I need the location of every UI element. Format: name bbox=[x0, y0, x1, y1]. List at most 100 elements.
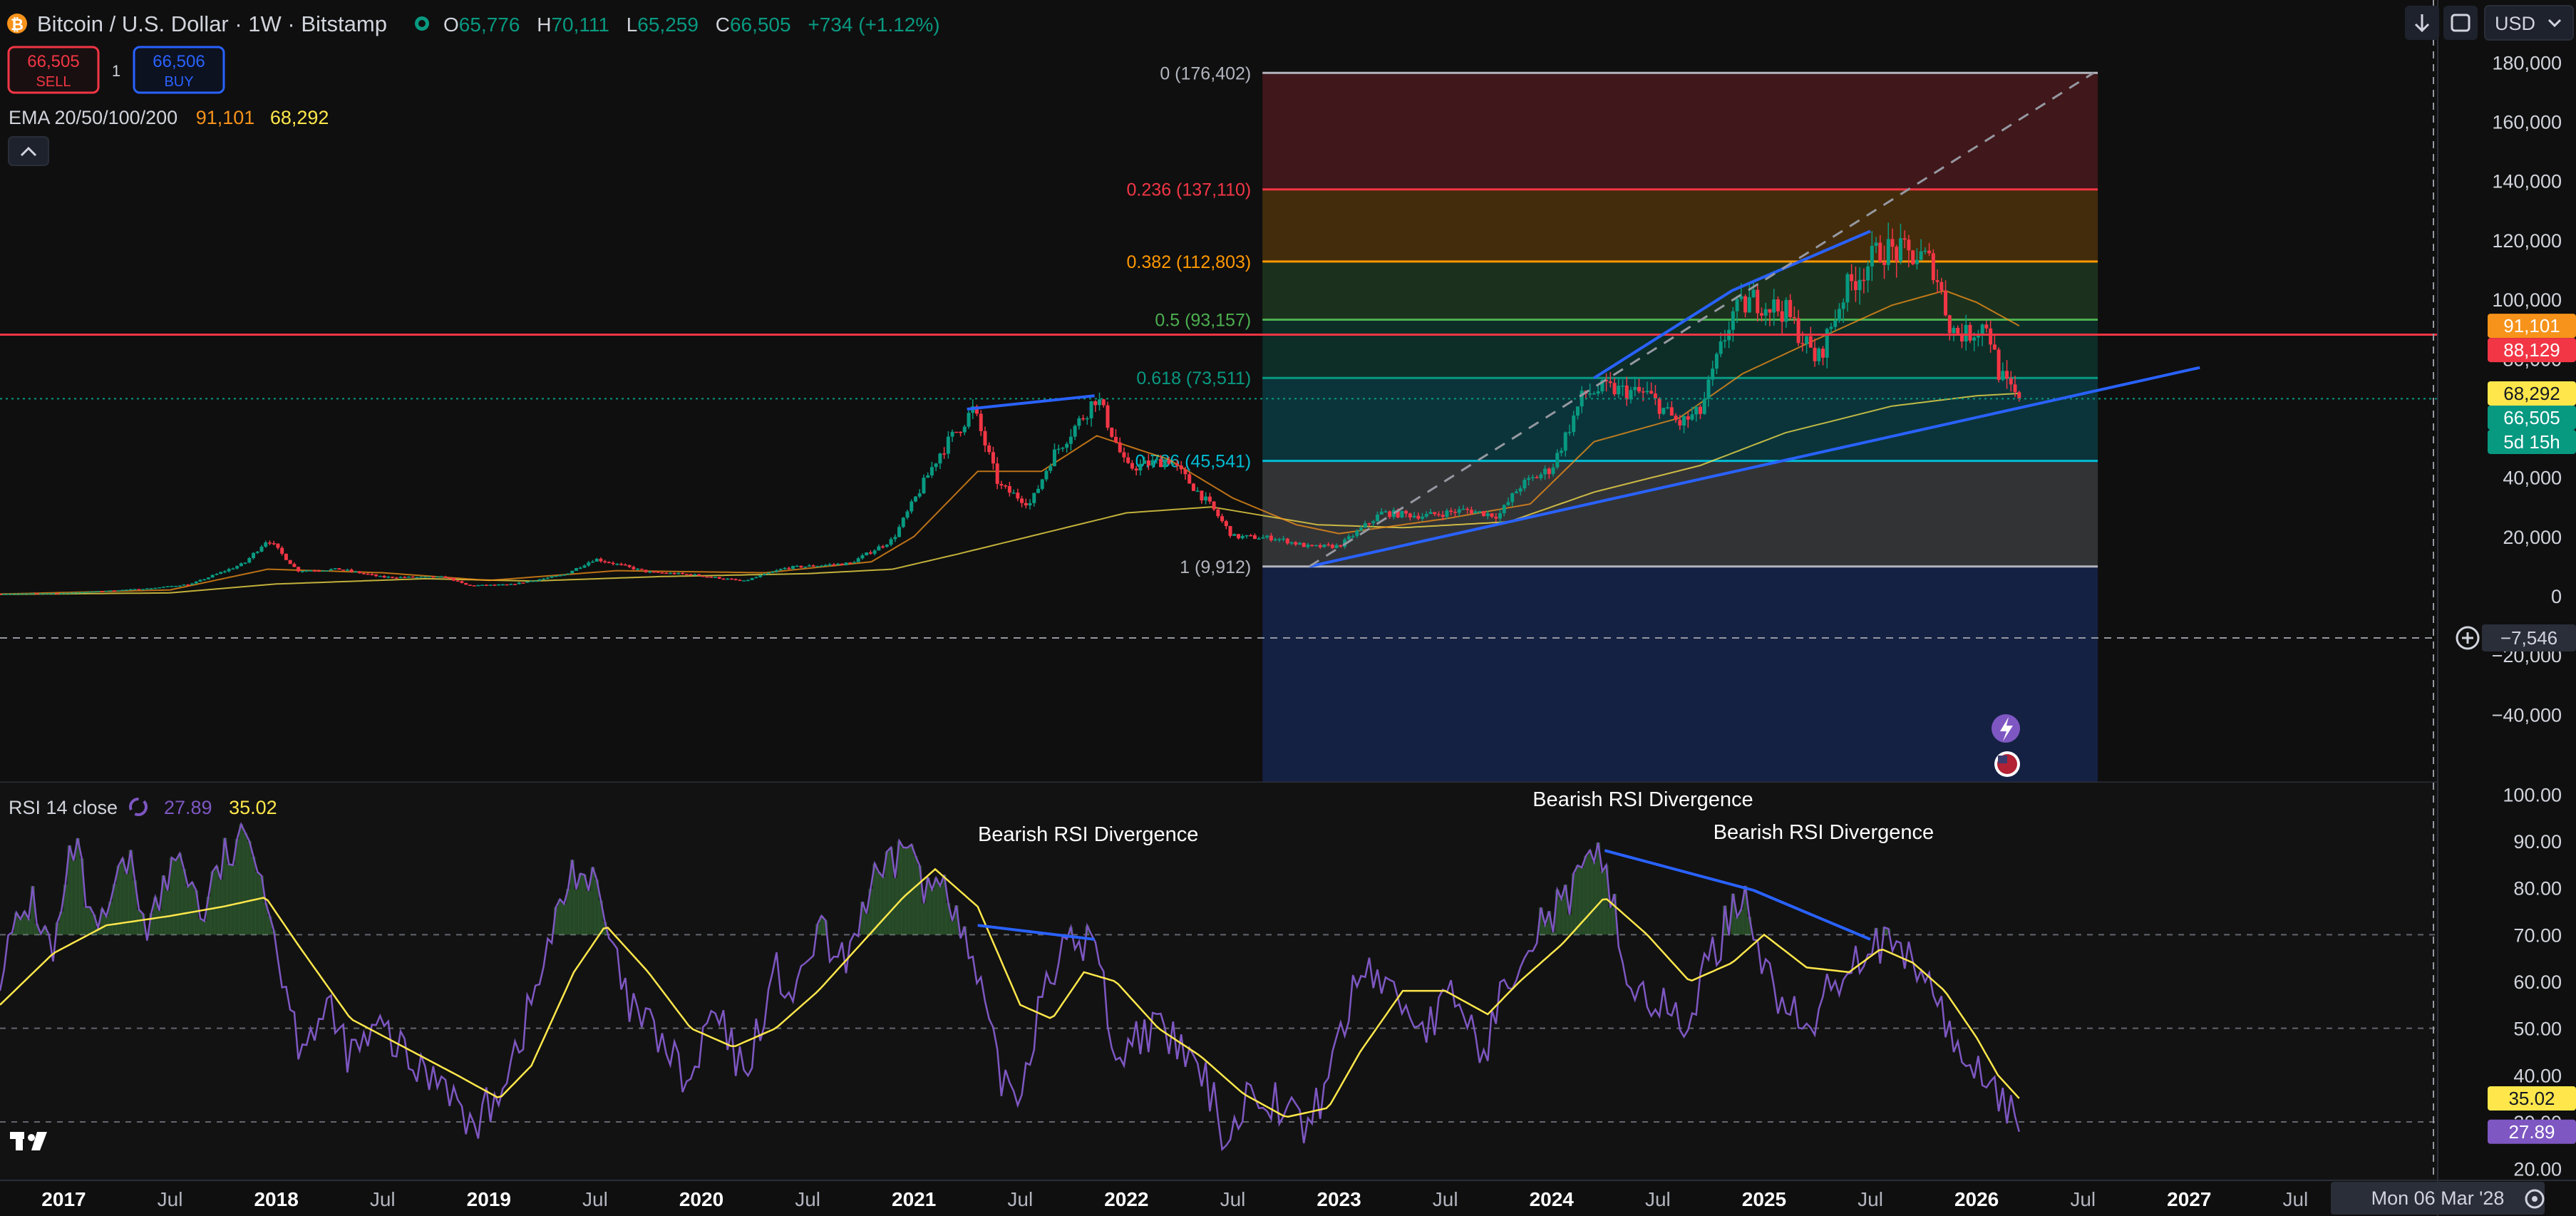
candle-body[interactable] bbox=[656, 572, 660, 573]
candle-body[interactable] bbox=[1551, 467, 1555, 474]
candle-body[interactable] bbox=[267, 542, 272, 544]
candle-body[interactable] bbox=[284, 553, 288, 560]
candle-body[interactable] bbox=[1780, 311, 1784, 322]
candle-body[interactable] bbox=[1845, 274, 1850, 303]
candle-body[interactable] bbox=[1947, 315, 1952, 334]
candle-body[interactable] bbox=[464, 582, 468, 585]
candle-body[interactable] bbox=[300, 571, 304, 572]
candle-body[interactable] bbox=[1421, 516, 1425, 519]
candle-body[interactable] bbox=[987, 445, 991, 453]
candle-body[interactable] bbox=[182, 584, 186, 586]
candle-body[interactable] bbox=[1445, 510, 1449, 517]
replay-button-frame[interactable] bbox=[2443, 6, 2478, 40]
candle-body[interactable] bbox=[341, 570, 346, 571]
candle-body[interactable] bbox=[382, 575, 386, 578]
candle-body[interactable] bbox=[807, 565, 811, 567]
candle-body[interactable] bbox=[104, 590, 108, 592]
candle-body[interactable] bbox=[562, 574, 566, 576]
candle-body[interactable] bbox=[493, 584, 497, 586]
candle-body[interactable] bbox=[672, 572, 676, 574]
candle-body[interactable] bbox=[51, 593, 56, 594]
candle-body[interactable] bbox=[566, 573, 570, 575]
candle-body[interactable] bbox=[1686, 416, 1690, 420]
candle-body[interactable] bbox=[1817, 349, 1821, 361]
candle-body[interactable] bbox=[247, 557, 252, 563]
candle-body[interactable] bbox=[1751, 289, 1756, 297]
candle-body[interactable] bbox=[1506, 502, 1510, 505]
candle-body[interactable] bbox=[1510, 493, 1515, 503]
rsi-pane[interactable]: Bearish RSI Divergence Bearish RSI Diverg… bbox=[0, 788, 2438, 1152]
candle-body[interactable] bbox=[0, 594, 2, 595]
candle-body[interactable] bbox=[611, 562, 615, 565]
candle-body[interactable] bbox=[525, 581, 530, 583]
candle-body[interactable] bbox=[1155, 458, 1159, 460]
candle-body[interactable] bbox=[1245, 535, 1249, 537]
collapse-legend-frame[interactable] bbox=[8, 136, 49, 166]
candle-body[interactable] bbox=[128, 589, 133, 591]
candle-body[interactable] bbox=[676, 572, 681, 574]
candle-body[interactable] bbox=[222, 571, 227, 573]
candle-body[interactable] bbox=[1641, 391, 1645, 393]
candle-body[interactable] bbox=[411, 576, 415, 578]
candle-body[interactable] bbox=[1678, 420, 1682, 426]
candle-body[interactable] bbox=[1412, 515, 1416, 517]
candle-body[interactable] bbox=[1049, 465, 1053, 471]
candle-body[interactable] bbox=[1989, 328, 1993, 345]
candle-body[interactable] bbox=[2005, 371, 2009, 378]
candle-body[interactable] bbox=[361, 573, 366, 574]
candle-body[interactable] bbox=[1457, 509, 1461, 513]
candle-body[interactable] bbox=[1853, 281, 1858, 290]
candle-body[interactable] bbox=[762, 573, 766, 576]
candle-body[interactable] bbox=[378, 575, 382, 577]
candle-body[interactable] bbox=[1690, 414, 1694, 420]
candle-body[interactable] bbox=[578, 567, 582, 569]
candle-body[interactable] bbox=[1657, 398, 1661, 414]
candle-body[interactable] bbox=[778, 569, 783, 571]
candle-body[interactable] bbox=[1866, 266, 1870, 281]
candle-body[interactable] bbox=[1747, 297, 1751, 313]
candle-body[interactable] bbox=[910, 501, 914, 512]
candle-body[interactable] bbox=[92, 591, 96, 593]
candle-body[interactable] bbox=[1257, 538, 1261, 540]
candle-body[interactable] bbox=[235, 566, 239, 569]
candle-body[interactable] bbox=[1081, 418, 1086, 420]
candle-body[interactable] bbox=[280, 547, 284, 554]
candle-body[interactable] bbox=[1837, 309, 1841, 321]
candle-body[interactable] bbox=[881, 546, 885, 548]
candle-body[interactable] bbox=[1612, 383, 1617, 395]
candle-body[interactable] bbox=[1927, 250, 1932, 254]
candle-body[interactable] bbox=[1171, 463, 1175, 465]
candle-body[interactable] bbox=[1600, 380, 1604, 392]
candle-body[interactable] bbox=[1106, 405, 1110, 428]
candle-body[interactable] bbox=[239, 563, 243, 567]
candle-body[interactable] bbox=[1907, 239, 1911, 251]
candle-body[interactable] bbox=[844, 562, 848, 565]
candle-body[interactable] bbox=[1187, 474, 1192, 484]
candle-body[interactable] bbox=[88, 591, 92, 593]
candle-body[interactable] bbox=[190, 583, 195, 585]
candle-body[interactable] bbox=[264, 542, 268, 547]
time-axis[interactable]: 2017 Jul 2018 Jul 2019 Jul 2020 Jul 2021 Jul 2022 J… bbox=[41, 1188, 2308, 1210]
candle-body[interactable] bbox=[1068, 436, 1073, 444]
candle-body[interactable] bbox=[889, 539, 893, 545]
candle-body[interactable] bbox=[1077, 418, 1081, 426]
candle-body[interactable] bbox=[1159, 458, 1163, 468]
candle-body[interactable] bbox=[149, 588, 153, 589]
candle-body[interactable] bbox=[689, 574, 693, 576]
candle-body[interactable] bbox=[47, 593, 51, 594]
candle-body[interactable] bbox=[448, 577, 452, 579]
candle-body[interactable] bbox=[1134, 468, 1138, 470]
candle-body[interactable] bbox=[1788, 299, 1793, 317]
candle-body[interactable] bbox=[1126, 457, 1130, 463]
candle-body[interactable] bbox=[398, 577, 403, 578]
candle-body[interactable] bbox=[1167, 460, 1171, 464]
ideas-icon[interactable] bbox=[1992, 714, 2020, 743]
candle-body[interactable] bbox=[1543, 468, 1547, 475]
candle-body[interactable] bbox=[509, 584, 513, 585]
candle-body[interactable] bbox=[815, 566, 820, 567]
candle-body[interactable] bbox=[1404, 510, 1408, 514]
candle-body[interactable] bbox=[2013, 384, 2017, 393]
candle-body[interactable] bbox=[1277, 539, 1282, 540]
candle-body[interactable] bbox=[926, 475, 930, 478]
